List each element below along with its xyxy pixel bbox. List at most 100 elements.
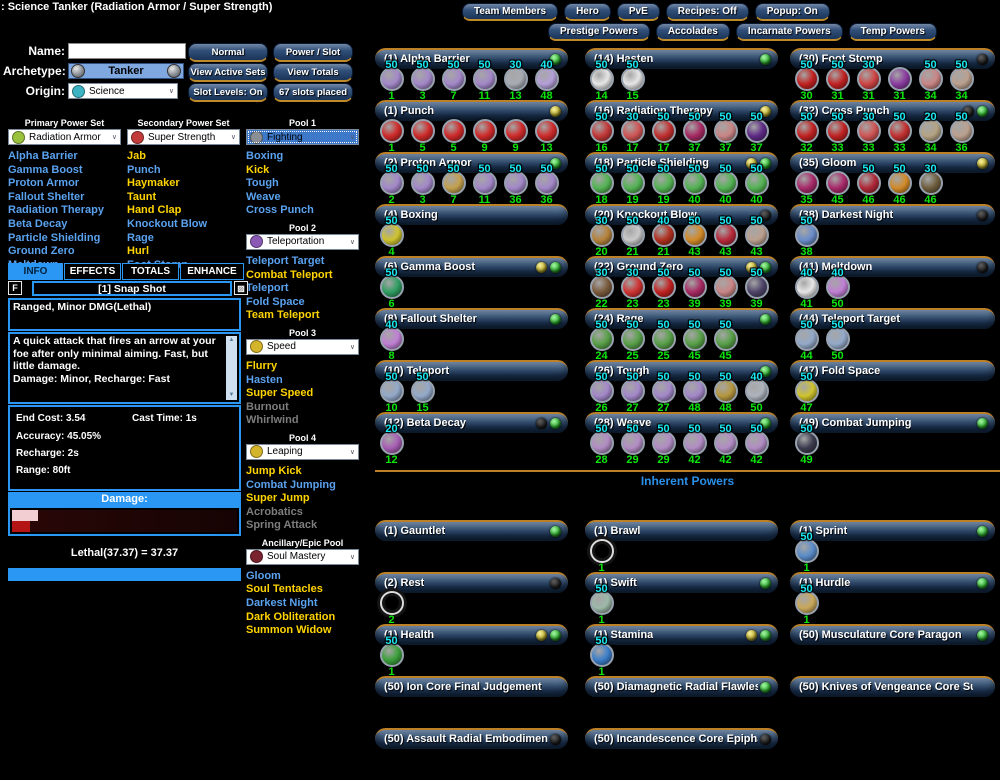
archetype-next-icon[interactable] (166, 64, 181, 78)
enhancement-slot[interactable]: 50 45 (710, 320, 741, 362)
led-green[interactable] (550, 262, 561, 273)
led-green[interactable] (760, 682, 771, 693)
power-bar[interactable]: (1) Sprint (790, 520, 995, 541)
enhancement-slot[interactable]: 50 45 (679, 320, 710, 362)
power-list-item[interactable]: Punch (127, 163, 161, 176)
enhancement-icon[interactable] (825, 171, 850, 195)
enhancement-icon[interactable] (713, 171, 738, 195)
enhancement-icon[interactable] (651, 119, 676, 143)
enhancement-slot[interactable]: 40 8 (376, 320, 407, 362)
power-bar[interactable]: (30) Foot Stomp (790, 48, 995, 69)
power-list-item[interactable]: Fallout Shelter (8, 190, 85, 203)
enhancement-slot[interactable]: 30 31 (853, 60, 884, 102)
enhancement-icon[interactable] (503, 119, 528, 143)
led-yellow[interactable] (746, 630, 757, 641)
enhancement-icon[interactable] (379, 67, 404, 91)
enhancement-slot[interactable]: 50 34 (946, 60, 977, 102)
enhancement-icon[interactable] (441, 171, 466, 195)
origin-select[interactable]: Science ∨ (68, 83, 178, 99)
top-nav-button[interactable]: Accolades (655, 23, 730, 41)
enhancement-icon[interactable] (379, 223, 404, 247)
top-nav-button[interactable]: Hero (564, 3, 611, 21)
enhancement-slot[interactable]: 50 19 (648, 164, 679, 206)
enhancement-icon[interactable] (651, 327, 676, 351)
enhancement-slot[interactable]: 50 48 (679, 372, 710, 414)
enhancement-icon[interactable] (589, 171, 614, 195)
enhancement-icon[interactable] (534, 171, 559, 195)
pool-dropdown[interactable]: Soul Mastery ∨ (246, 548, 359, 565)
power-bar[interactable]: (2) Rest (375, 572, 568, 593)
enhancement-slot[interactable]: 31 (884, 60, 915, 102)
enhancement-slot[interactable]: 35 (791, 164, 822, 206)
led-yellow[interactable] (760, 106, 771, 117)
enhancement-slot[interactable]: 50 37 (741, 112, 772, 154)
tab-enhance[interactable]: ENHANCE (180, 263, 244, 280)
form-button[interactable]: 67 slots placed (273, 83, 353, 102)
enhancement-icon[interactable] (682, 171, 707, 195)
enhancement-icon[interactable] (794, 67, 819, 91)
led-green[interactable] (760, 262, 771, 273)
enhancement-slot[interactable]: 50 7 (438, 164, 469, 206)
enhancement-slot[interactable]: 40 21 (648, 216, 679, 258)
enhancement-slot[interactable]: 40 48 (531, 60, 562, 102)
enhancement-slot[interactable]: 50 1 (586, 636, 617, 678)
enhancement-icon[interactable] (651, 223, 676, 247)
enhancement-slot[interactable]: 50 1 (791, 532, 822, 574)
enhancement-icon[interactable] (794, 275, 819, 299)
enhancement-slot[interactable]: 50 37 (679, 112, 710, 154)
favorite-button[interactable]: F (8, 281, 22, 295)
power-list-item[interactable]: Cross Punch (246, 204, 314, 217)
power-list-item[interactable]: Rage (127, 231, 154, 244)
enhancement-icon[interactable] (589, 379, 614, 403)
power-list-item[interactable]: Jab (127, 150, 146, 162)
led-green[interactable] (760, 630, 771, 641)
led-green[interactable] (977, 578, 988, 589)
power-bar[interactable]: (2) Proton Armor (375, 152, 568, 173)
enhancement-icon[interactable] (589, 119, 614, 143)
enhancement-slot[interactable]: 50 15 (617, 60, 648, 102)
enhancement-slot[interactable]: 50 30 (791, 60, 822, 102)
enhancement-icon[interactable] (713, 223, 738, 247)
enhancement-icon[interactable] (794, 223, 819, 247)
enhancement-icon[interactable] (794, 171, 819, 195)
top-nav-button[interactable]: Temp Powers (848, 23, 937, 41)
enhancement-slot[interactable]: 30 20 (586, 216, 617, 258)
enhancement-slot[interactable]: 50 17 (648, 112, 679, 154)
tab-info[interactable]: INFO (8, 263, 63, 280)
enhancement-slot[interactable]: 50 48 (710, 372, 741, 414)
power-bar[interactable]: (35) Gloom (790, 152, 995, 173)
led-yellow[interactable] (977, 158, 988, 169)
enhancement-icon[interactable] (620, 171, 645, 195)
led-black[interactable] (963, 106, 974, 117)
power-list-item[interactable]: Jump Kick (246, 464, 302, 477)
enhancement-slot[interactable]: 50 36 (500, 164, 531, 206)
top-nav-button[interactable]: Recipes: Off (665, 3, 749, 21)
enhancement-icon[interactable] (744, 119, 769, 143)
enhancement-icon[interactable] (744, 379, 769, 403)
power-bar[interactable]: (6) Gamma Boost (375, 256, 568, 277)
led-green[interactable] (550, 314, 561, 325)
power-list-item[interactable]: Knockout Blow (127, 217, 208, 230)
power-bar[interactable]: (4) Boxing (375, 204, 568, 225)
enhancement-icon[interactable] (503, 67, 528, 91)
led-green[interactable] (760, 54, 771, 65)
enhancement-slot[interactable]: 50 1 (376, 60, 407, 102)
power-bar[interactable]: (1) Swift (585, 572, 778, 593)
led-green[interactable] (760, 158, 771, 169)
enhancement-slot[interactable]: 30 17 (617, 112, 648, 154)
power-list-item[interactable]: Combat Teleport (246, 268, 333, 281)
led-yellow[interactable] (536, 630, 547, 641)
led-black[interactable] (977, 262, 988, 273)
enhancement-slot[interactable]: 50 39 (741, 268, 772, 310)
power-list-item[interactable]: Boxing (246, 150, 284, 162)
enhancement-slot[interactable]: 20 34 (915, 112, 946, 154)
power-list-item[interactable]: Flurry (246, 359, 278, 372)
enhancement-icon[interactable] (825, 119, 850, 143)
enhancement-icon[interactable] (713, 119, 738, 143)
enhancement-slot[interactable]: 50 43 (741, 216, 772, 258)
form-button[interactable]: Normal (188, 43, 268, 62)
enhancement-slot[interactable]: 40 41 (791, 268, 822, 310)
enhancement-slot[interactable]: 50 34 (915, 60, 946, 102)
enhancement-icon[interactable] (651, 379, 676, 403)
enhancement-slot[interactable]: 50 50 (822, 320, 853, 362)
